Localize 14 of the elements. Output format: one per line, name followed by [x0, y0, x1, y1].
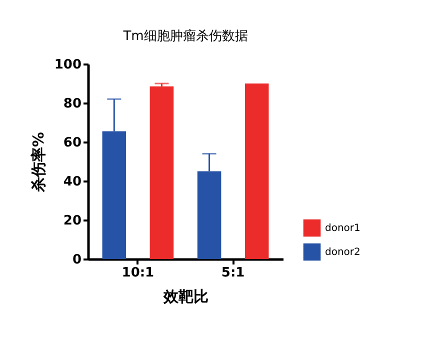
chart-title: Tm细胞肿瘤杀伤数据 — [122, 28, 248, 44]
x-tick-label: 5:1 — [221, 266, 245, 280]
bar — [244, 84, 269, 259]
y-tick-label: 100 — [54, 58, 82, 72]
x-tick-label: 10:1 — [122, 266, 154, 280]
y-tick-label: 20 — [63, 214, 82, 228]
y-tick-label: 60 — [63, 136, 82, 150]
y-tick-label: 80 — [63, 96, 82, 112]
y-tick-label: 0 — [72, 252, 82, 268]
y-tick-label: 40 — [63, 174, 82, 190]
x-axis-title: 效靶比 — [162, 288, 208, 306]
legend-label: donor1 — [325, 223, 360, 234]
y-axis-title: 杀伤率% — [29, 132, 48, 194]
legend-label: donor2 — [325, 247, 360, 258]
